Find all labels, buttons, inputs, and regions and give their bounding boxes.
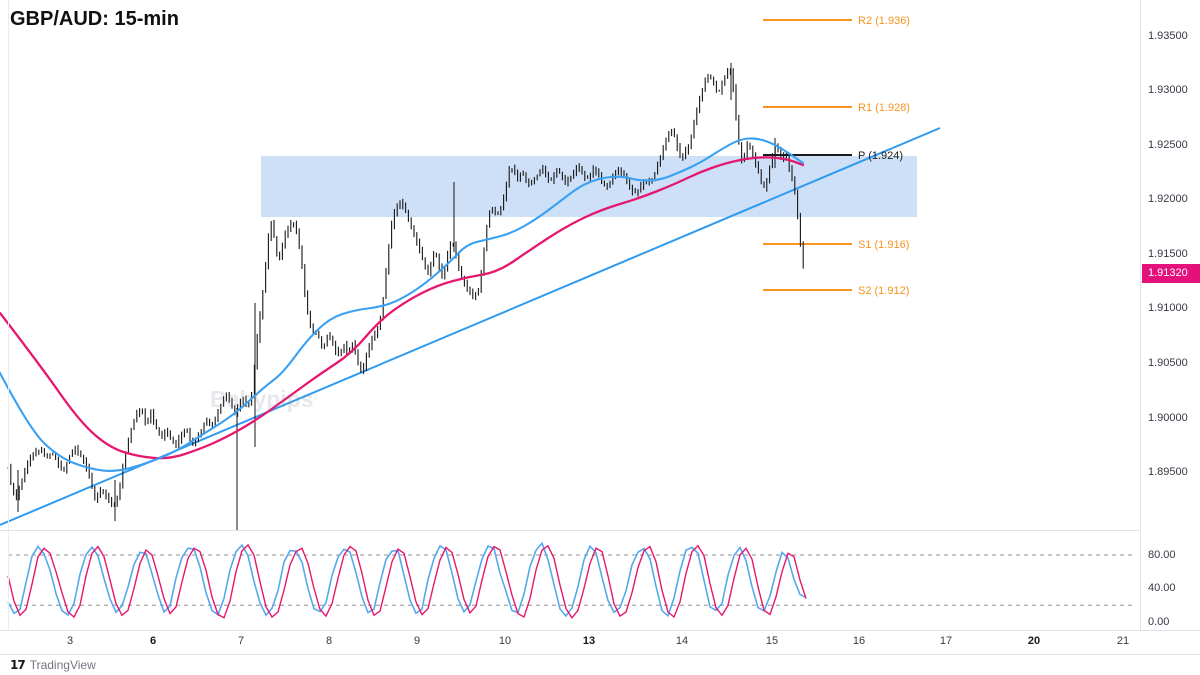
chart-title: GBP/AUD: 15-min (10, 8, 179, 30)
time-axis-tick: 20 (1027, 635, 1041, 647)
chart-left-border (8, 0, 9, 653)
oscillator-axis-tick: 40.00 (1148, 582, 1176, 594)
time-axis-tick: 21 (1116, 635, 1130, 647)
time-axis-tick: 14 (675, 635, 689, 647)
price-axis-tick: 1.92000 (1148, 193, 1188, 205)
time-axis-tick: 8 (325, 635, 333, 647)
price-panel[interactable]: R2 (1.936) R1 (1.928) P (1.924) S1 (1.916) S… (0, 0, 1140, 530)
last-price-tag: 1.91320 (1142, 264, 1200, 283)
support-resistance-zone[interactable] (261, 156, 917, 217)
time-axis-tick: 7 (237, 635, 245, 647)
fast-moving-average-line[interactable] (0, 137, 805, 472)
time-axis-tick: 13 (582, 635, 596, 647)
footer: 17 TradingView (10, 657, 96, 673)
tradingview-brand-text: TradingView (29, 658, 96, 672)
price-axis-tick: 1.91000 (1148, 302, 1188, 314)
stochastic-panel[interactable] (0, 530, 1140, 630)
stochastic-signal-line[interactable] (7, 541, 807, 618)
price-axis-tick: 1.93000 (1148, 84, 1188, 96)
oscillator-axis-tick: 0.00 (1148, 616, 1170, 628)
price-axis-tick: 1.91500 (1148, 248, 1188, 260)
candles (7, 63, 804, 530)
slow-moving-average-line[interactable] (0, 156, 805, 460)
price-axis-tick: 1.90500 (1148, 357, 1188, 369)
price-axis-tick: 1.89500 (1148, 466, 1188, 478)
panel-separator[interactable] (0, 530, 1140, 531)
tradingview-logo-icon: 17 (10, 658, 26, 672)
pivot-label-r1: R1 (1.928) (858, 102, 910, 114)
pivot-levels: R2 (1.936) R1 (1.928) P (1.924) S1 (1.916) S… (763, 15, 910, 297)
stochastic-main-line[interactable] (7, 543, 807, 619)
time-axis-tick: 10 (498, 635, 512, 647)
time-axis-tick: 16 (852, 635, 866, 647)
oscillator-axis-tick: 80.00 (1148, 549, 1176, 561)
price-axis-tick: 1.93500 (1148, 30, 1188, 42)
time-axis-tick: 6 (149, 635, 157, 647)
time-axis[interactable]: 3 6 7 8 9 10 13 14 15 16 17 20 21 (0, 630, 1200, 655)
time-axis-tick: 15 (765, 635, 779, 647)
time-axis-tick: 3 (66, 635, 74, 647)
pivot-label-s1: S1 (1.916) (858, 239, 909, 251)
pivot-label-p: P (1.924) (858, 150, 903, 162)
time-axis-tick: 17 (939, 635, 953, 647)
pivot-label-s2: S2 (1.912) (858, 285, 909, 297)
price-axis-tick: 1.92500 (1148, 139, 1188, 151)
pivot-label-r2: R2 (1.936) (858, 15, 910, 27)
price-axis-tick: 1.90000 (1148, 412, 1188, 424)
price-axis[interactable]: 1.93500 1.93000 1.92500 1.92000 1.91500 1.910… (1140, 0, 1200, 653)
time-axis-tick: 9 (413, 635, 421, 647)
